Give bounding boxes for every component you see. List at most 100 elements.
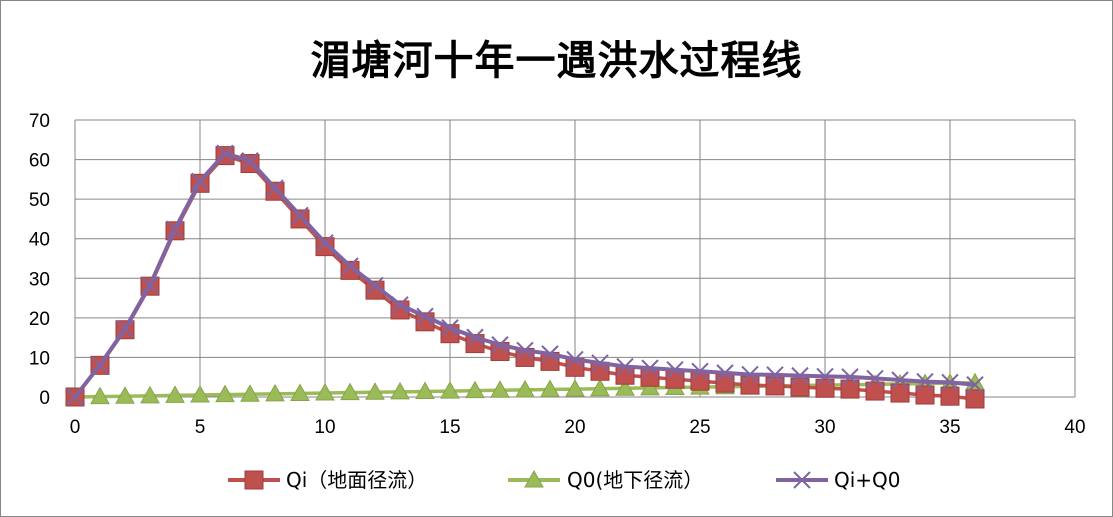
y-tick-label: 60 [29, 151, 50, 172]
data-point-2 [166, 220, 184, 238]
data-point-2 [366, 276, 384, 295]
data-point-1 [190, 385, 210, 403]
x-tick-label: 0 [70, 417, 81, 438]
data-point-1 [465, 380, 485, 399]
data-point-1 [165, 385, 185, 403]
x-tick-label: 5 [195, 417, 206, 438]
x-tick-label: 25 [689, 417, 710, 438]
data-point-2 [666, 360, 684, 379]
data-point-2 [641, 359, 659, 377]
data-point-1 [265, 383, 285, 402]
data-point-2 [441, 319, 459, 337]
data-point-1 [240, 384, 260, 402]
data-point-2 [791, 366, 809, 385]
data-point-0 [740, 375, 760, 395]
series-layer [65, 144, 985, 409]
y-tick-label: 0 [39, 388, 50, 409]
legend-swatch-marker [244, 470, 264, 490]
x-tick-label: 15 [439, 417, 460, 438]
data-point-2 [266, 179, 284, 197]
data-point-0 [790, 377, 810, 397]
x-tick-label: 40 [1064, 417, 1085, 438]
data-point-1 [90, 386, 110, 405]
data-point-1 [540, 379, 560, 397]
data-point-2 [841, 368, 859, 386]
data-point-2 [416, 307, 434, 325]
data-point-2 [866, 369, 884, 388]
data-point-0 [340, 260, 360, 280]
data-point-0 [315, 237, 335, 257]
data-point-2 [566, 350, 584, 369]
data-point-2 [391, 296, 409, 314]
data-point-2 [191, 172, 209, 191]
data-point-2 [466, 328, 484, 346]
legend-item-0: Qi（地面径流） [228, 468, 427, 492]
x-tick-label: 20 [564, 417, 585, 438]
y-tick-label: 50 [29, 190, 50, 211]
data-point-2 [341, 257, 359, 275]
legend-swatch-marker [793, 471, 811, 489]
data-point-1 [290, 383, 310, 401]
data-point-2 [616, 357, 634, 376]
data-point-1 [565, 379, 585, 397]
y-tick-label: 40 [29, 230, 50, 251]
legend-item-1: Q0(地下径流） [508, 468, 703, 492]
data-point-2 [941, 373, 959, 392]
data-point-0 [640, 367, 660, 387]
data-point-0 [840, 379, 860, 399]
data-point-1 [640, 377, 660, 396]
data-point-1 [415, 381, 435, 399]
data-point-0 [665, 369, 685, 389]
data-point-2 [66, 388, 84, 406]
legend-swatch-marker [524, 469, 544, 488]
data-point-2 [91, 356, 109, 374]
data-point-2 [816, 367, 834, 386]
x-tick-label: 35 [939, 417, 960, 438]
data-point-2 [716, 364, 734, 382]
data-point-1 [615, 378, 635, 396]
data-point-2 [541, 345, 559, 363]
data-point-1 [315, 383, 335, 401]
data-point-2 [291, 206, 309, 225]
data-point-2 [891, 371, 909, 389]
data-point-2 [491, 336, 509, 354]
data-point-1 [515, 379, 535, 398]
data-point-0 [765, 376, 785, 396]
x-tick-label: 10 [314, 417, 335, 438]
series-2 [66, 144, 984, 406]
data-point-0 [690, 371, 710, 391]
data-point-2 [916, 372, 934, 391]
data-point-0 [915, 385, 935, 405]
data-point-0 [290, 209, 310, 229]
tick-labels: 0 10 20 30 40 50 60 70 0 5 10 15 20 25 30 35 40 [29, 111, 1086, 438]
data-point-0 [865, 381, 885, 401]
data-point-2 [516, 341, 534, 360]
data-point-0 [615, 365, 635, 385]
data-point-2 [241, 152, 259, 170]
data-point-2 [766, 366, 784, 384]
chart-title: 湄塘河十年一遇洪水过程线 [310, 38, 803, 84]
data-point-2 [216, 144, 234, 162]
data-point-2 [691, 362, 709, 380]
data-point-0 [715, 373, 735, 393]
data-point-1 [140, 385, 160, 404]
data-point-1 [215, 384, 235, 403]
data-point-0 [815, 378, 835, 398]
data-point-2 [141, 276, 159, 294]
legend-item-2: Qi+Q0 [776, 468, 901, 492]
y-tick-label: 20 [29, 309, 50, 330]
data-point-2 [741, 365, 759, 384]
data-point-1 [490, 380, 510, 398]
data-point-1 [440, 381, 460, 399]
data-point-1 [115, 386, 135, 404]
data-point-2 [966, 376, 984, 394]
data-point-2 [591, 354, 609, 372]
legend-label: Q0(地下径流） [567, 468, 703, 492]
data-point-2 [116, 320, 134, 338]
data-point-1 [390, 381, 410, 400]
legend: Qi（地面径流） Q0(地下径流） Qi+Q0 [228, 468, 901, 492]
data-point-1 [340, 382, 360, 401]
data-point-0 [965, 389, 985, 409]
y-tick-label: 30 [29, 269, 50, 290]
